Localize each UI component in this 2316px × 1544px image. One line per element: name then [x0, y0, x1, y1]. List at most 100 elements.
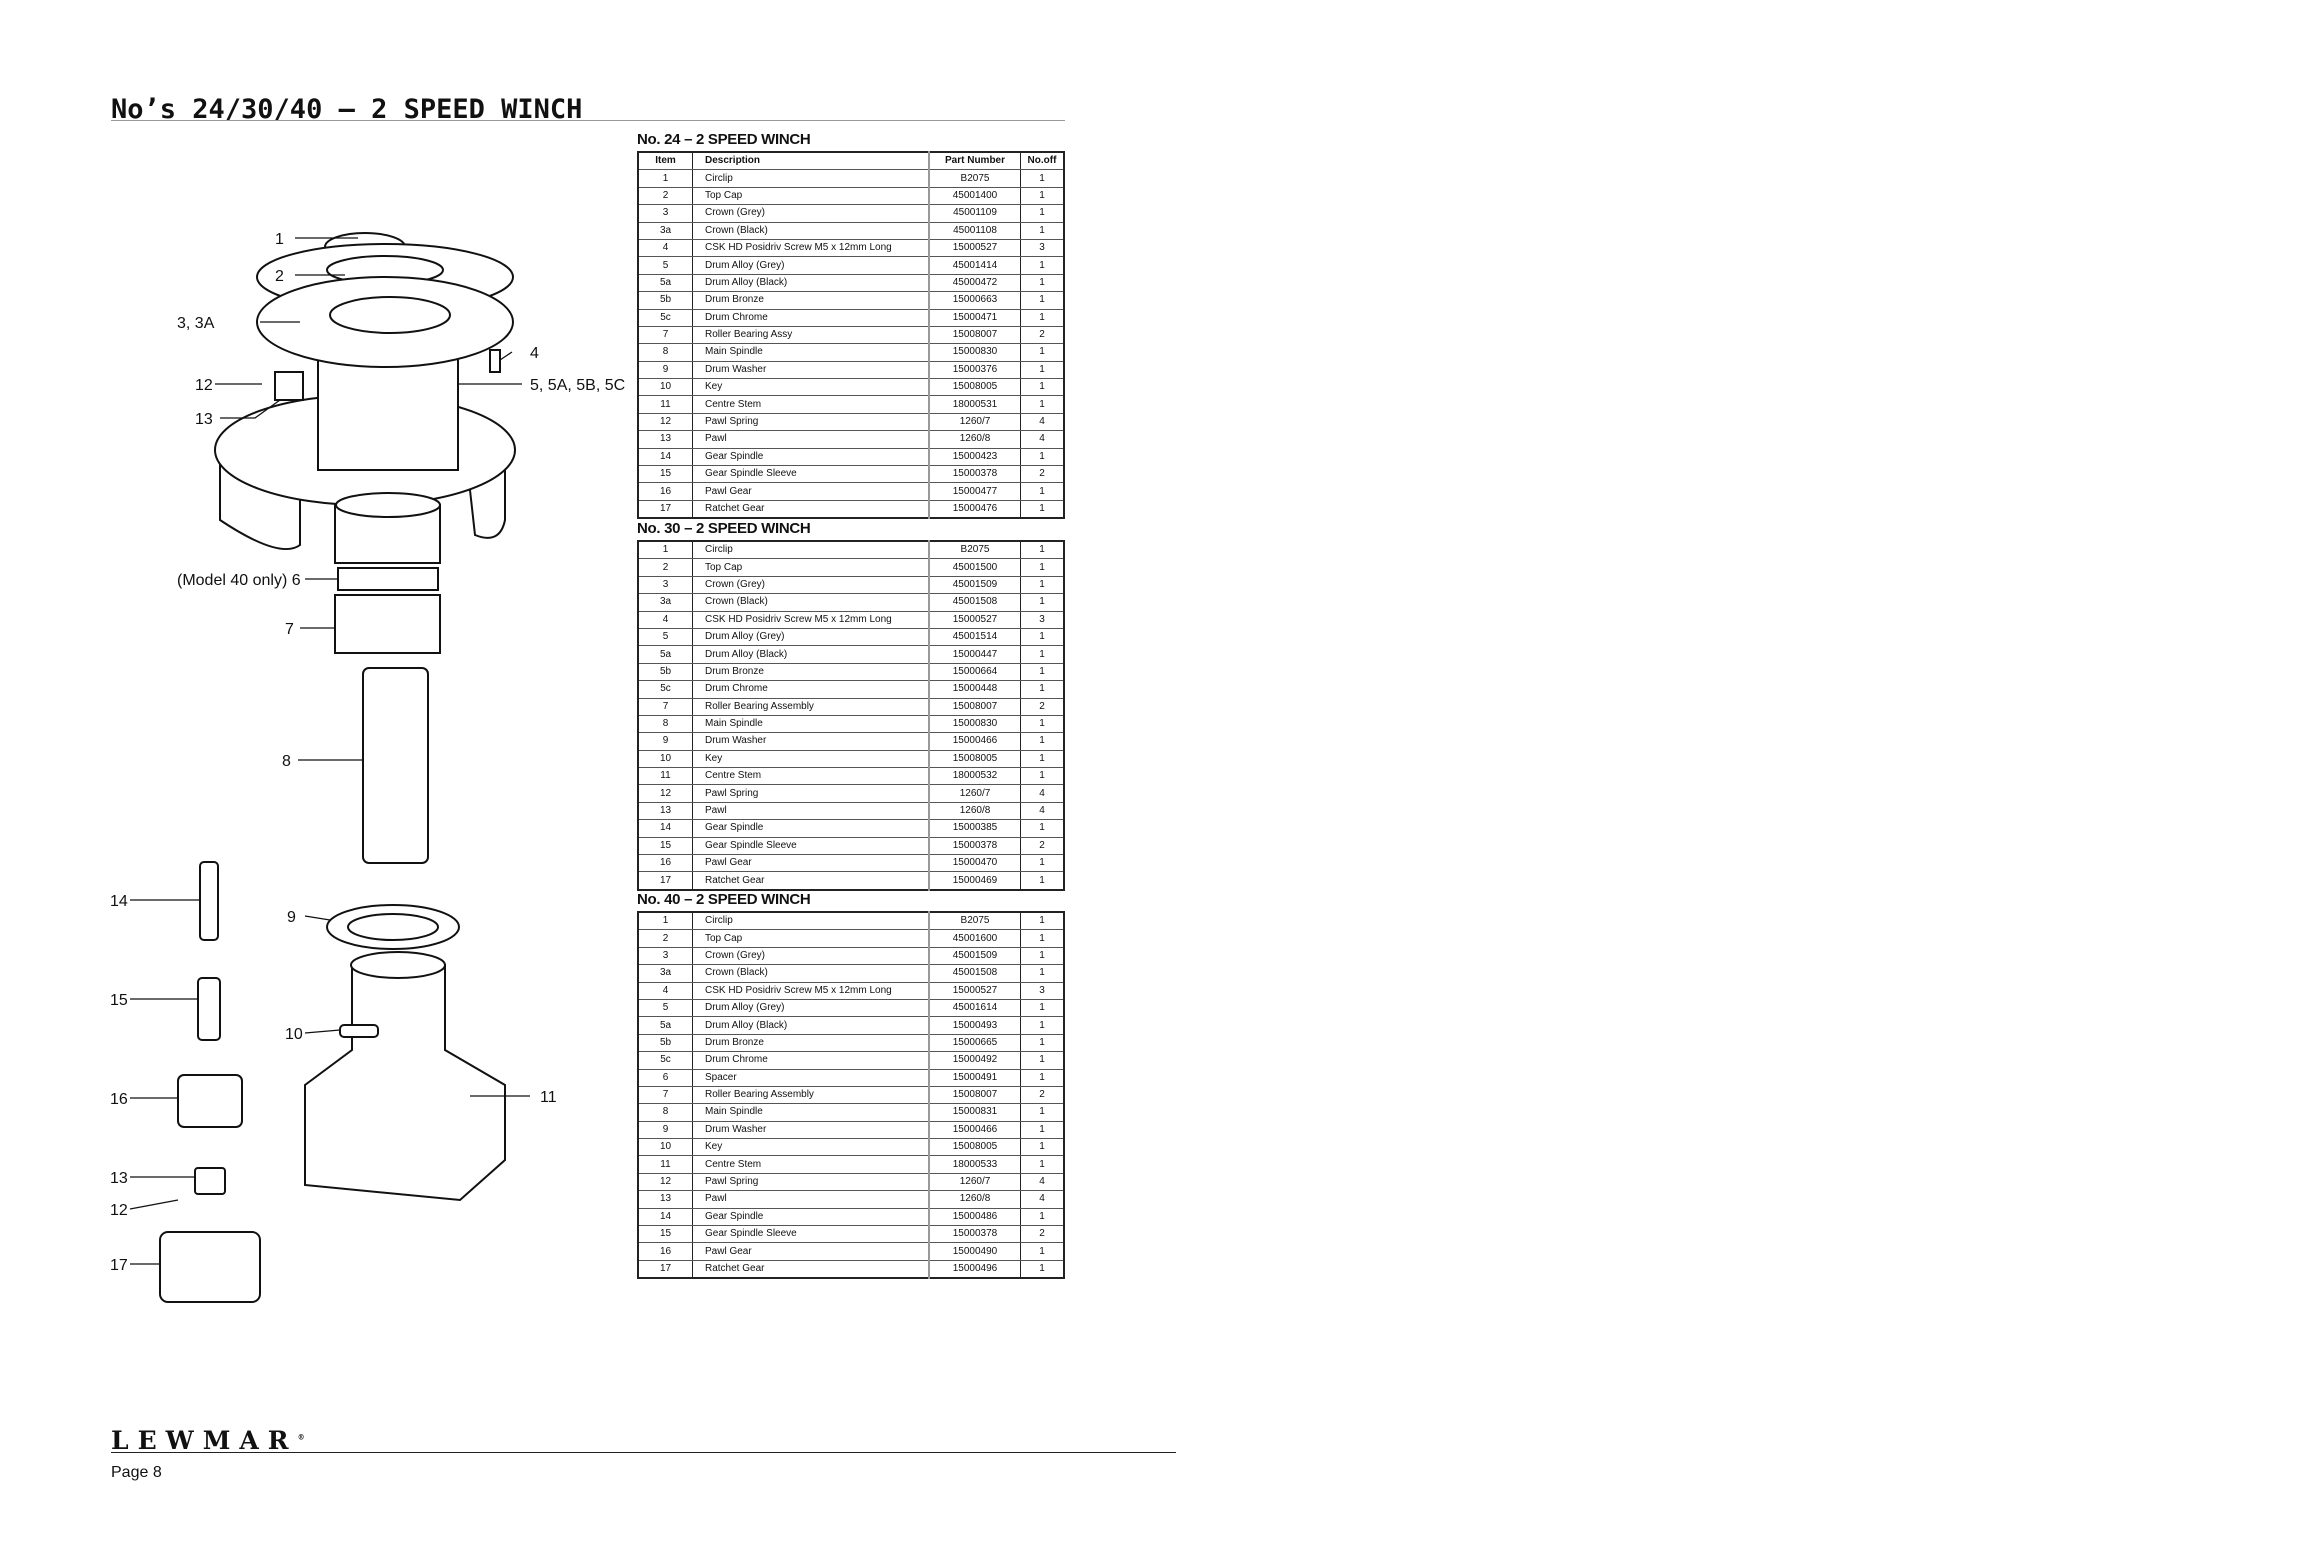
table-row: 15 Gear Spindle Sleeve 15000378 2 — [638, 837, 1064, 856]
part-number-cell: 15000385 — [929, 819, 1021, 838]
table-row: 13 Pawl 1260/8 4 — [638, 1190, 1064, 1209]
table-row: 16 Pawl Gear 15000490 1 — [638, 1242, 1064, 1261]
part-number-cell: 15000496 — [929, 1260, 1021, 1279]
table-row: 6 Spacer 15000491 1 — [638, 1069, 1064, 1087]
item-cell: 13 — [638, 802, 693, 821]
item-cell: 5b — [638, 663, 693, 682]
ratchet-gear-part — [159, 1231, 261, 1303]
description-cell: Pawl — [692, 430, 930, 449]
item-cell: 5c — [638, 1051, 693, 1070]
part-number-cell: 15000477 — [929, 482, 1021, 501]
no-off-cell: 1 — [1020, 750, 1064, 769]
table-row: 5c Drum Chrome 15000492 1 — [638, 1051, 1064, 1070]
part-number-cell: 45000472 — [929, 274, 1021, 293]
description-cell: Drum Bronze — [692, 663, 930, 682]
description-cell: Drum Washer — [692, 732, 930, 751]
no-off-cell: 3 — [1020, 239, 1064, 258]
no-off-cell: 1 — [1020, 912, 1064, 931]
description-cell: Gear Spindle Sleeve — [692, 837, 930, 856]
no-off-cell: 1 — [1020, 1103, 1064, 1122]
table-row: 5a Drum Alloy (Black) 45000472 1 — [638, 274, 1064, 293]
part-number-cell: 15000476 — [929, 500, 1021, 519]
table-row: 8 Main Spindle 15000831 1 — [638, 1103, 1064, 1122]
description-cell: Crown (Grey) — [692, 576, 930, 595]
part-number-cell: 15008005 — [929, 1138, 1021, 1157]
table-row: 3 Crown (Grey) 45001109 1 — [638, 204, 1064, 223]
no-off-cell: 2 — [1020, 465, 1064, 484]
table-row: 15 Gear Spindle Sleeve 15000378 2 — [638, 465, 1064, 484]
item-cell: 12 — [638, 413, 693, 432]
part-number-cell: 45001514 — [929, 628, 1021, 647]
no-off-cell: 1 — [1020, 343, 1064, 362]
description-cell: Crown (Grey) — [692, 947, 930, 966]
lewmar-logo: LEWMAR® — [111, 1426, 305, 1455]
label-12b: 12 — [110, 1202, 128, 1219]
title-divider — [111, 120, 1065, 121]
no-off-cell: 1 — [1020, 274, 1064, 293]
item-cell: 17 — [638, 871, 693, 891]
no-off-cell: 1 — [1020, 500, 1064, 519]
description-cell: Circlip — [692, 541, 930, 560]
no-off-cell: 1 — [1020, 576, 1064, 595]
no-off-cell: 1 — [1020, 1069, 1064, 1087]
table-row: 14 Gear Spindle 15000423 1 — [638, 448, 1064, 467]
table-row: 10 Key 15008005 1 — [638, 750, 1064, 769]
registered-mark: ® — [297, 1432, 305, 1442]
description-cell: Gear Spindle Sleeve — [692, 465, 930, 484]
part-number-cell: 18000533 — [929, 1155, 1021, 1174]
item-cell: 2 — [638, 558, 693, 577]
description-cell: Drum Chrome — [692, 1051, 930, 1070]
description-cell: Drum Bronze — [692, 1034, 930, 1053]
description-cell: Pawl Spring — [692, 784, 930, 803]
key-part — [339, 1024, 379, 1038]
table-row: 5b Drum Bronze 15000665 1 — [638, 1034, 1064, 1053]
description-cell: Ratchet Gear — [692, 500, 930, 519]
description-cell: Drum Washer — [692, 1121, 930, 1140]
table-row: 11 Centre Stem 18000532 1 — [638, 767, 1064, 786]
item-cell: 3a — [638, 222, 693, 240]
pawl-part-2 — [194, 1167, 226, 1195]
no-off-cell: 4 — [1020, 430, 1064, 449]
part-number-cell: 1260/8 — [929, 1190, 1021, 1209]
description-cell: Top Cap — [692, 187, 930, 206]
pawl-part — [274, 371, 304, 401]
part-number-cell: 15000527 — [929, 611, 1021, 629]
part-number-cell: 45001614 — [929, 999, 1021, 1018]
no-off-cell: 1 — [1020, 169, 1064, 188]
description-cell: Roller Bearing Assy — [692, 326, 930, 345]
part-number-cell: 15000470 — [929, 854, 1021, 873]
no-off-cell: 1 — [1020, 204, 1064, 223]
col-item: Item — [638, 152, 693, 171]
no-off-cell: 3 — [1020, 982, 1064, 1000]
table-row: 10 Key 15008005 1 — [638, 378, 1064, 397]
item-cell: 6 — [638, 1069, 693, 1087]
table-row: 5b Drum Bronze 15000663 1 — [638, 291, 1064, 310]
table-title-no40: No. 40 – 2 SPEED WINCH — [637, 891, 811, 908]
description-cell: Pawl Gear — [692, 854, 930, 873]
no-off-cell: 3 — [1020, 611, 1064, 629]
item-cell: 5a — [638, 645, 693, 664]
no-off-cell: 4 — [1020, 413, 1064, 432]
part-number-cell: 15000492 — [929, 1051, 1021, 1070]
part-number-cell: 45001500 — [929, 558, 1021, 577]
label-11: 11 — [540, 1089, 557, 1106]
no-off-cell: 2 — [1020, 837, 1064, 856]
table-row: 1 Circlip B2075 1 — [638, 541, 1064, 560]
table-row: 7 Roller Bearing Assy 15008007 2 — [638, 326, 1064, 345]
no-off-cell: 1 — [1020, 1034, 1064, 1053]
part-number-cell: 15000665 — [929, 1034, 1021, 1053]
item-cell: 7 — [638, 326, 693, 345]
description-cell: Centre Stem — [692, 1155, 930, 1174]
bearing-top — [335, 492, 441, 518]
description-cell: Drum Alloy (Grey) — [692, 628, 930, 647]
description-cell: Pawl Spring — [692, 413, 930, 432]
description-cell: Main Spindle — [692, 343, 930, 362]
table-row: 5b Drum Bronze 15000664 1 — [638, 663, 1064, 682]
centre-stem-top — [350, 951, 446, 979]
part-number-cell: 15000831 — [929, 1103, 1021, 1122]
description-cell: Ratchet Gear — [692, 1260, 930, 1279]
no-off-cell: 1 — [1020, 256, 1064, 275]
table-title-no30: No. 30 – 2 SPEED WINCH — [637, 520, 811, 537]
part-number-cell: 15000378 — [929, 1225, 1021, 1244]
item-cell: 1 — [638, 541, 693, 560]
